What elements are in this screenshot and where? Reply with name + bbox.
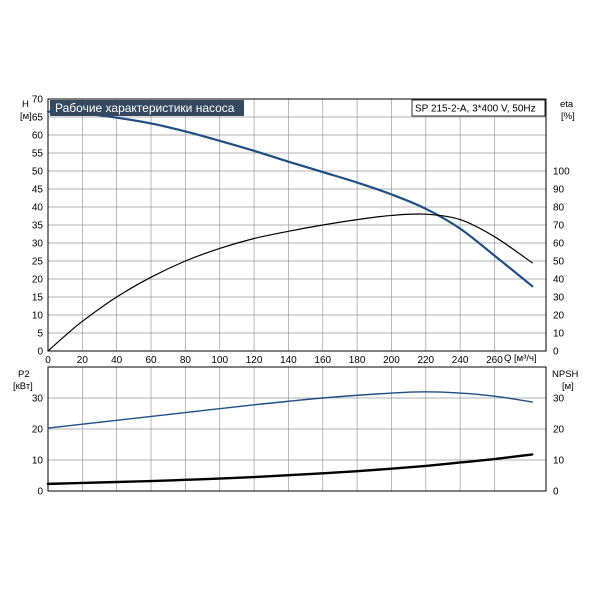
x-tick-label: 180 — [349, 355, 366, 366]
bottom-series-1-line — [46, 453, 534, 486]
top-y-left-tick-label: 5 — [37, 329, 43, 340]
top-y-left-tick-label: 20 — [32, 275, 44, 286]
bottom-y-right-tick-label: 20 — [553, 425, 565, 436]
top-series-0-line — [46, 110, 534, 288]
top-y-left-tick-label: 10 — [32, 311, 44, 322]
bottom-plot-frame — [47, 366, 547, 492]
x-tick-label: 40 — [111, 355, 123, 366]
top-y-left-tick-label: 55 — [32, 149, 44, 160]
top-y-left-tick-label: 50 — [32, 167, 44, 178]
bottom-y-left-tick-label: 30 — [32, 394, 44, 405]
y-left-label-bottom: P2 — [18, 369, 30, 380]
x-tick-label: 260 — [486, 355, 503, 366]
top-y-left-tick-label: 35 — [32, 221, 44, 232]
pump-info-box: SP 215-2-A, 3*400 V, 50Hz — [411, 99, 546, 117]
y-right-unit-bottom: [м] — [562, 381, 574, 392]
chart-title-bg — [50, 100, 244, 116]
x-tick-label: 160 — [314, 355, 331, 366]
bottom-y-right-tick-label: 30 — [553, 394, 565, 405]
bottom-series-0-line — [47, 391, 533, 429]
top-series-1-line — [47, 213, 533, 352]
x-axis-label: Q [м³/ч] — [504, 353, 537, 364]
bottom-y-left-tick-label: 0 — [37, 487, 43, 498]
top-y-right-tick-label: 90 — [553, 185, 565, 196]
chart-title-box: Рабочие характеристики насоса — [50, 100, 244, 116]
top-y-left-tick-label: 0 — [37, 347, 43, 358]
top-plot-frame — [47, 98, 547, 352]
x-tick-label: 200 — [383, 355, 400, 366]
x-tick-label: 220 — [417, 355, 434, 366]
top-y-right-tick-label: 80 — [553, 203, 565, 214]
bottom-y-left-tick-label: 20 — [32, 425, 44, 436]
top-y-left-tick-label: 60 — [32, 131, 44, 142]
bottom-chart-panel: 0 10 20 30 0 10 20 30 — [32, 366, 565, 498]
top-y-left-tick-label: 15 — [32, 293, 44, 304]
top-y-right-tick-label: 20 — [553, 311, 565, 322]
y-left-label-top: H — [22, 99, 29, 110]
y-left-unit-top: [м] — [20, 111, 32, 122]
x-tick-label: 140 — [280, 355, 297, 366]
x-tick-label: 20 — [77, 355, 89, 366]
chart-title: Рабочие характеристики насоса — [55, 101, 235, 115]
y-right-label-top: eta — [560, 99, 574, 110]
top-y-right-tick-label: 0 — [553, 347, 559, 358]
top-y-left-tick-label: 45 — [32, 185, 44, 196]
top-y-right-tick-label: 10 — [553, 329, 565, 340]
top-y-right-tick-label: 30 — [553, 293, 565, 304]
x-tick-label: 80 — [180, 355, 192, 366]
x-tick-label: 100 — [211, 355, 228, 366]
pump-info-label: SP 215-2-A, 3*400 V, 50Hz — [415, 104, 536, 115]
top-y-right-tick-label: 60 — [553, 239, 565, 250]
top-y-left-tick-label: 65 — [32, 113, 44, 124]
x-tick-label: 60 — [145, 355, 157, 366]
top-y-right-tick-label: 100 — [553, 167, 570, 178]
bottom-y-right-tick-label: 0 — [553, 487, 559, 498]
y-right-unit-top: [%] — [561, 111, 575, 122]
top-y-left-tick-label: 25 — [32, 257, 44, 268]
top-y-left-tick-label: 40 — [32, 203, 44, 214]
top-y-right-tick-label: 70 — [553, 221, 565, 232]
pump-info-bg — [411, 99, 546, 117]
y-left-unit-bottom: [кВт] — [13, 381, 33, 392]
x-tick-label: 240 — [452, 355, 469, 366]
top-chart-panel: 0 5 10 15 20 25 30 35 40 45 50 55 60 65 70 0 10 20 30 40 50 6… — [32, 95, 570, 367]
top-y-right-tick-label: 40 — [553, 275, 565, 286]
y-right-label-bottom: NPSH — [552, 369, 579, 380]
x-tick-label: 120 — [246, 355, 263, 366]
bottom-y-left-tick-label: 10 — [32, 456, 44, 467]
x-tick-label: 0 — [45, 355, 51, 366]
top-y-left-tick-label: 30 — [32, 239, 44, 250]
top-y-left-tick-label: 70 — [32, 95, 44, 106]
bottom-y-right-tick-label: 10 — [553, 456, 565, 467]
top-y-right-tick-label: 50 — [553, 257, 565, 268]
